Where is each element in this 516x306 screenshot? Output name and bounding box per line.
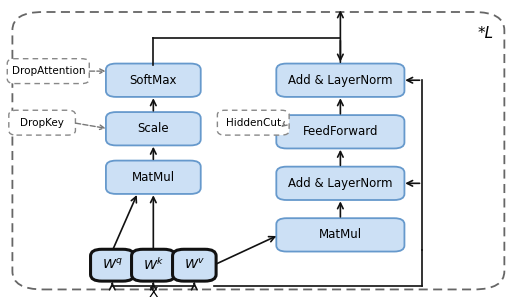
Text: $W^q$: $W^q$: [102, 258, 123, 272]
FancyBboxPatch shape: [276, 64, 405, 97]
FancyBboxPatch shape: [106, 112, 201, 145]
Text: $W^v$: $W^v$: [184, 258, 205, 272]
Text: MatMul: MatMul: [319, 228, 362, 241]
Text: FeedForward: FeedForward: [302, 125, 378, 138]
FancyBboxPatch shape: [217, 110, 289, 135]
FancyBboxPatch shape: [276, 218, 405, 252]
Text: X: X: [149, 286, 158, 300]
Text: DropKey: DropKey: [20, 118, 64, 128]
FancyBboxPatch shape: [7, 59, 89, 84]
Text: Add & LayerNorm: Add & LayerNorm: [288, 74, 393, 87]
FancyBboxPatch shape: [90, 249, 134, 281]
Text: Add & LayerNorm: Add & LayerNorm: [288, 177, 393, 190]
FancyBboxPatch shape: [276, 167, 405, 200]
Text: HiddenCut: HiddenCut: [225, 118, 281, 128]
FancyBboxPatch shape: [276, 115, 405, 148]
FancyBboxPatch shape: [172, 249, 216, 281]
FancyBboxPatch shape: [12, 12, 504, 289]
FancyBboxPatch shape: [9, 110, 75, 135]
Text: DropAttention: DropAttention: [11, 66, 85, 76]
Text: SoftMax: SoftMax: [130, 74, 177, 87]
Text: $W^k$: $W^k$: [142, 257, 164, 273]
FancyBboxPatch shape: [106, 64, 201, 97]
Text: *L: *L: [478, 26, 494, 41]
Text: Scale: Scale: [137, 122, 169, 135]
FancyBboxPatch shape: [132, 249, 175, 281]
FancyBboxPatch shape: [106, 161, 201, 194]
Text: MatMul: MatMul: [132, 171, 175, 184]
